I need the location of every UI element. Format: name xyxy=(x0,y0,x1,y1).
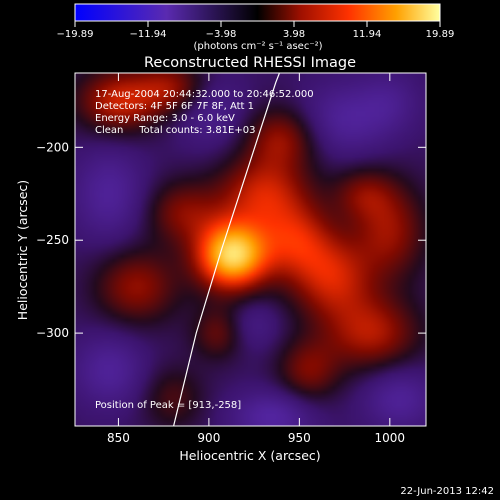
annotation-peak: Position of Peak = [913,-258] xyxy=(95,400,241,411)
solar-limb-curve xyxy=(172,73,281,426)
colorbar-tick-label: 19.89 xyxy=(426,29,455,40)
colorbar: −19.89 −11.94 −3.98 3.98 11.94 19.89 (photons… xyxy=(56,3,454,52)
y-axis-ticks: −200 −250 −300 xyxy=(36,140,426,340)
colorbar-ticks: −19.89 −11.94 −3.98 3.98 11.94 19.89 xyxy=(56,21,454,40)
colorbar-tick-label: −3.98 xyxy=(206,29,237,40)
x-axis-label: Heliocentric X (arcsec) xyxy=(179,448,320,463)
annotation-detectors: Detectors: 4F 5F 6F 7F 8F, Att 1 xyxy=(95,101,254,112)
heatmap-image xyxy=(75,73,426,426)
x-tick-label: 850 xyxy=(107,431,130,445)
colorbar-unit: (photons cm⁻² s⁻¹ asec⁻²) xyxy=(193,41,322,52)
y-tick-label: −200 xyxy=(36,140,69,154)
annotation-time-range: 17-Aug-2004 20:44:32.000 to 20:46:52.000 xyxy=(95,89,314,100)
y-tick-label: −250 xyxy=(36,233,69,247)
chart-title: Reconstructed RHESSI Image xyxy=(144,55,356,71)
y-axis-label: Heliocentric Y (arcsec) xyxy=(15,180,30,320)
colorbar-tick-label: −11.94 xyxy=(129,29,166,40)
y-tick-label: −300 xyxy=(36,326,69,340)
x-tick-label: 950 xyxy=(288,431,311,445)
colorbar-tick-label: −19.89 xyxy=(56,29,93,40)
colorbar-tick-label: 11.94 xyxy=(353,29,382,40)
x-tick-label: 1000 xyxy=(375,431,406,445)
plot-area: 850 900 950 1000 −200 −250 −300 xyxy=(36,72,427,445)
colorbar-tick-label: 3.98 xyxy=(283,29,305,40)
x-tick-label: 900 xyxy=(197,431,220,445)
render-timestamp: 22-Jun-2013 12:42 xyxy=(400,486,494,497)
plot-frame xyxy=(74,72,427,427)
annotation-method: Clean Total counts: 3.81E+03 xyxy=(95,125,255,136)
x-axis-ticks: 850 900 950 1000 xyxy=(107,73,405,445)
annotation-energy: Energy Range: 3.0 - 6.0 keV xyxy=(95,113,235,124)
annotations: 17-Aug-2004 20:44:32.000 to 20:46:52.000… xyxy=(95,89,314,411)
colorbar-gradient xyxy=(74,3,441,22)
